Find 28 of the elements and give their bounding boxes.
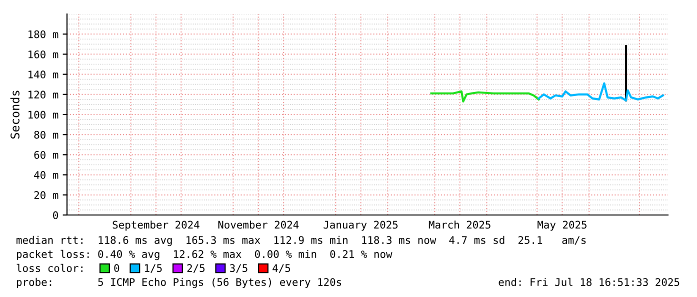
y-tick-label: 20 m bbox=[34, 191, 58, 200]
text: median rtt: 118.6 ms avg 165.3 ms max 112.9 ms min 118.3 ms now 4.7 ms sd 25.1 am/s bbox=[16, 236, 586, 246]
y-tick-label: 100 m bbox=[28, 110, 58, 119]
line-series bbox=[538, 82, 664, 102]
line-series bbox=[430, 90, 540, 102]
x-tick-label: January 2025 bbox=[324, 220, 398, 231]
legend-label: 0 bbox=[114, 264, 120, 272]
y-tick-label: 40 m bbox=[34, 171, 58, 179]
y-tick-label: 180 m bbox=[28, 30, 58, 38]
text: packet loss: 0.40 % avg 12.62 % max 0.00 % min 0.21 % now bbox=[16, 250, 392, 260]
y-tick-label: 140 m bbox=[28, 70, 58, 78]
x-tick-label: March 2025 bbox=[428, 220, 490, 229]
y-tick-label: 160 m bbox=[28, 50, 58, 58]
x-tick-label: September 2024 bbox=[112, 220, 200, 231]
y-tick-label: 60 m bbox=[34, 150, 58, 159]
legend-label: 2/5 bbox=[187, 264, 205, 273]
x-tick-label: November 2024 bbox=[218, 220, 299, 229]
y-tick-label: 0 bbox=[53, 211, 58, 220]
x-tick-label: May 2025 bbox=[538, 220, 586, 231]
text: probe: 5 ICMP Echo Pings (56 Bytes) every 120s bbox=[16, 278, 342, 288]
legend-label: 1/5 bbox=[145, 264, 162, 273]
text: end: Fri Jul 18 16:51:33 2025 bbox=[498, 278, 680, 286]
y-tick-label: 80 m bbox=[34, 130, 58, 139]
legend-label: 3/5 bbox=[230, 264, 248, 273]
y-axis-title: Seconds bbox=[10, 90, 20, 139]
legend-label: 4/5 bbox=[272, 264, 290, 273]
y-tick-label: 120 m bbox=[28, 90, 58, 99]
text: loss color: bbox=[16, 264, 82, 272]
